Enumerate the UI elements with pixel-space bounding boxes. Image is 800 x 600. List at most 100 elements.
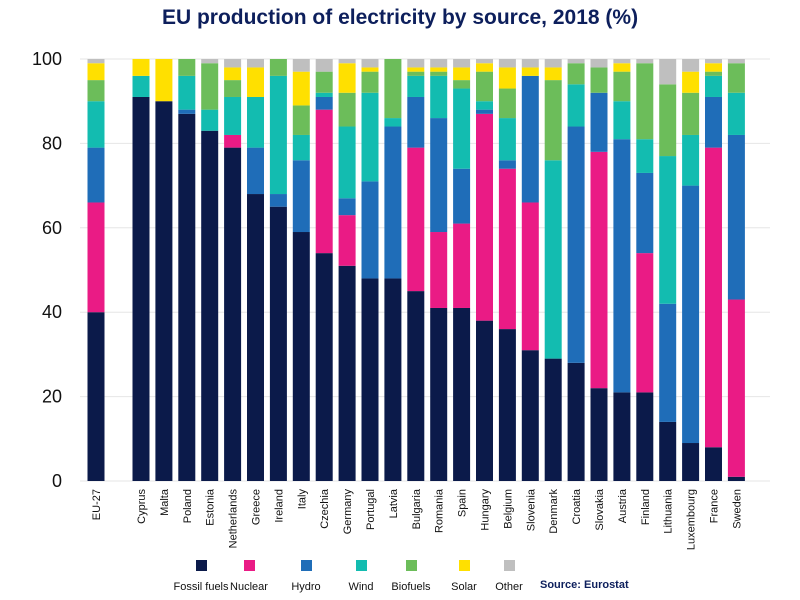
legend: Fossil fuels Nuclear Hydro Wind Biofuels Sola… — [173, 560, 523, 593]
bar-segment — [224, 59, 242, 68]
bar-segment — [87, 80, 105, 102]
x-tick-label: Netherlands — [228, 489, 240, 549]
bar-stack — [132, 59, 150, 481]
bar-segment — [453, 223, 471, 308]
bar-segment — [636, 139, 654, 173]
bar-segment — [201, 130, 219, 482]
bar-segment — [292, 59, 310, 72]
bar-stack — [498, 59, 516, 481]
source-note: Source: Eurostat — [540, 579, 629, 591]
bar-segment — [705, 75, 722, 97]
bar-stack — [384, 59, 402, 481]
bar-stack — [292, 59, 310, 481]
bar-segment — [567, 63, 585, 85]
bar-segment — [636, 59, 654, 64]
bar-segment — [682, 59, 700, 72]
x-tick-label: Poland — [182, 489, 194, 523]
bar-segment — [590, 59, 608, 68]
bar-segment — [87, 312, 105, 481]
bar-segment — [613, 101, 631, 140]
bar-segment — [567, 362, 585, 481]
bar-segment — [659, 156, 677, 304]
legend-label: Fossil fuels — [173, 581, 229, 593]
bar-stack — [521, 59, 539, 481]
legend-item: Nuclear — [230, 560, 268, 593]
bar-segment — [476, 101, 493, 110]
legend-swatch — [356, 560, 367, 571]
bar-segment — [201, 63, 219, 110]
bar-stack — [269, 59, 287, 481]
x-tick-label: France — [709, 489, 721, 523]
bar-segment — [521, 67, 539, 76]
bar-segment — [247, 96, 264, 148]
bar-segment — [361, 92, 379, 182]
x-tick-label: Slovenia — [525, 488, 537, 531]
gridlines — [80, 58, 770, 482]
bar-segment — [155, 59, 173, 102]
bar-segment — [384, 126, 402, 279]
bar-segment — [567, 126, 585, 363]
bar-stack — [659, 59, 677, 481]
bar-segment — [498, 88, 516, 119]
bar-segment — [338, 198, 356, 216]
bar-segment — [155, 101, 173, 481]
x-tick-label: Sweden — [731, 489, 743, 529]
bar-segment — [224, 134, 242, 148]
bar-segment — [224, 96, 242, 135]
bar-segment — [636, 63, 654, 140]
bar-segment — [384, 118, 402, 127]
x-tick-label: Latvia — [388, 488, 400, 518]
bar-segment — [407, 75, 425, 97]
bar-stack — [338, 59, 356, 481]
bar-segment — [498, 168, 516, 330]
x-tick-label: Cyprus — [136, 489, 148, 524]
bar-segment — [407, 291, 425, 481]
bar-stack — [407, 59, 425, 481]
bar-segment — [178, 59, 196, 76]
legend-label: Biofuels — [391, 581, 431, 593]
bar-segment — [87, 59, 105, 64]
legend-item: Solar — [451, 560, 477, 593]
legend-swatch — [196, 560, 207, 571]
bar-stack — [315, 59, 333, 481]
legend-item: Fossil fuels — [173, 560, 229, 593]
bar-stack — [247, 59, 264, 482]
bar-segment — [338, 59, 356, 64]
bar-segment — [521, 350, 539, 481]
bar-segment — [407, 67, 425, 72]
x-tick-label: Bulgaria — [411, 488, 423, 529]
bar-segment — [705, 96, 722, 148]
bar-segment — [430, 67, 448, 72]
bar-segment — [613, 392, 631, 481]
bar-segment — [247, 67, 264, 97]
bar-segment — [87, 147, 105, 203]
bar-segment — [727, 59, 745, 64]
bar-segment — [315, 109, 333, 254]
bar-segment — [682, 443, 700, 481]
x-tick-label: EU-27 — [91, 489, 103, 520]
bar-segment — [338, 126, 356, 199]
bar-segment — [590, 151, 608, 389]
bar-segment — [613, 59, 631, 64]
bar-segment — [682, 71, 700, 93]
x-tick-label: Luxembourg — [686, 489, 698, 550]
bar-segment — [315, 59, 333, 72]
legend-label: Nuclear — [230, 581, 268, 593]
bar-segment — [224, 80, 242, 97]
bar-stack — [155, 59, 173, 481]
bar-segment — [521, 202, 539, 351]
legend-swatch — [459, 560, 470, 571]
legend-item: Other — [495, 560, 523, 593]
x-axis: EU-27 Cyprus Malta Poland Estonia Netherlands… — [91, 488, 743, 550]
bar-segment — [705, 447, 722, 481]
legend-swatch — [301, 560, 312, 571]
y-tick-label: 80 — [42, 133, 62, 153]
bar-segment — [476, 109, 493, 114]
bar-stack — [567, 59, 585, 481]
bar-segment — [453, 80, 471, 89]
bar-segment — [476, 59, 493, 64]
bar-stack — [453, 59, 471, 481]
y-tick-label: 100 — [32, 49, 62, 69]
legend-swatch — [244, 560, 255, 571]
bar-segment — [247, 194, 264, 482]
